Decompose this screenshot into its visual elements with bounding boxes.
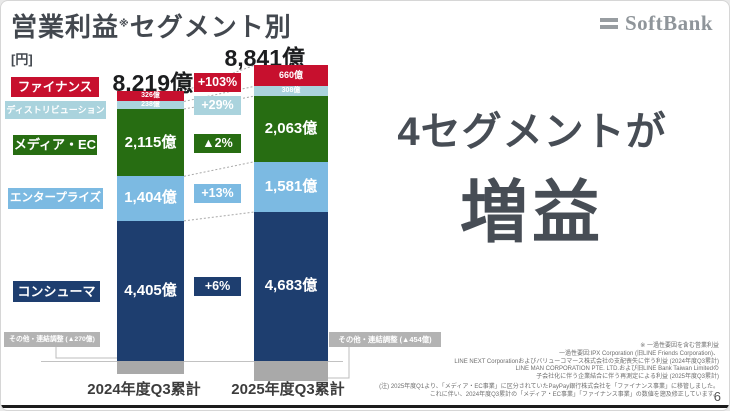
bar0-segment-4: 4,405億 [117, 220, 184, 361]
legend-media-ec: メディア・EC [13, 135, 97, 155]
softbank-bars-icon [599, 18, 618, 29]
bar1-segment-1: 308億 [254, 86, 328, 97]
other-adjustment-label-2025: その他・連結調整 (▲454億) [329, 332, 441, 347]
bar0-segment-0: 326億 [117, 91, 184, 102]
bar1-segment-2: 2,063億 [254, 96, 328, 162]
footnote-note-line: (注) 2025年度Q1より、「メディア・EC事業」に区分されていたPayPay… [379, 383, 719, 390]
headline-line1: 4セグメントが [397, 110, 667, 154]
title-footnote-mark: ※ [119, 18, 130, 30]
footnote-line: LINE MAN CORPORATION PTE. LTD.および旧LINE B… [515, 366, 719, 373]
legend-consumer: コンシューマ [13, 281, 100, 302]
page-number: 6 [713, 389, 721, 404]
bar0-segment-1: 238億 [117, 101, 184, 109]
footnote-line: 一過性要因:IPX Corporation (旧LINE Friends Cor… [558, 350, 719, 357]
other-adjustment-label-2024: その他・連結調整 (▲270億) [4, 332, 100, 347]
bar1-segment-other [254, 361, 328, 381]
x-axis-line [41, 361, 343, 362]
change-badge-1: +29% [194, 96, 241, 115]
footnote-note-line: これに伴い、2024年度Q3累計の「メディア・EC事業」「ファイナンス事業」の数… [429, 391, 719, 398]
slide-bottom-edge [1, 405, 729, 408]
category-label-2024: 2024年度Q3累計 [87, 381, 201, 398]
bar1-segment-3: 1,581億 [254, 161, 328, 213]
headline: 4セグメントが 増益 [386, 99, 678, 256]
headline-line2: 増益 [459, 175, 604, 251]
change-badge-2: ▲2% [194, 134, 241, 153]
bar1-segment-0: 660億 [254, 65, 328, 87]
softbank-logo: SoftBank [599, 11, 713, 36]
unit-label: [円] [11, 52, 33, 67]
softbank-logo-text: SoftBank [624, 11, 713, 35]
bar0-segment-other [117, 361, 184, 374]
change-badge-4: +6% [194, 277, 241, 296]
bar0-segment-2: 2,115億 [117, 109, 184, 177]
footnote-line: ※ 一過性要因を含む営業利益 [640, 343, 719, 349]
page-title-main: 営業利益 [11, 12, 120, 42]
footnotes: ※ 一過性要因を含む営業利益 一過性要因:IPX Corporation (旧L… [299, 343, 719, 400]
page-title: 営業利益※セグメント別 [11, 7, 292, 44]
category-label-2025: 2025年度Q3累計 [231, 381, 345, 398]
page-title-rest: セグメント別 [129, 12, 292, 42]
footnote-line: LINE NEXT Corporationおよびバリューコマース株式会社の支配喪… [454, 358, 719, 365]
change-badge-3: +13% [194, 184, 241, 203]
bar0-segment-3: 1,404億 [117, 176, 184, 221]
bar1-segment-4: 4,683億 [254, 212, 328, 361]
legend-enterprise: エンタープライズ [8, 188, 103, 209]
change-badge-0: +103% [194, 73, 241, 92]
legend-distribution: ディストリビューション [5, 101, 106, 119]
legend-finance: ファイナンス [11, 77, 99, 97]
footnote-line: 子会社化に伴う企業結合に伴う再測定による利益 (2025年度Q3累計) [536, 374, 719, 381]
